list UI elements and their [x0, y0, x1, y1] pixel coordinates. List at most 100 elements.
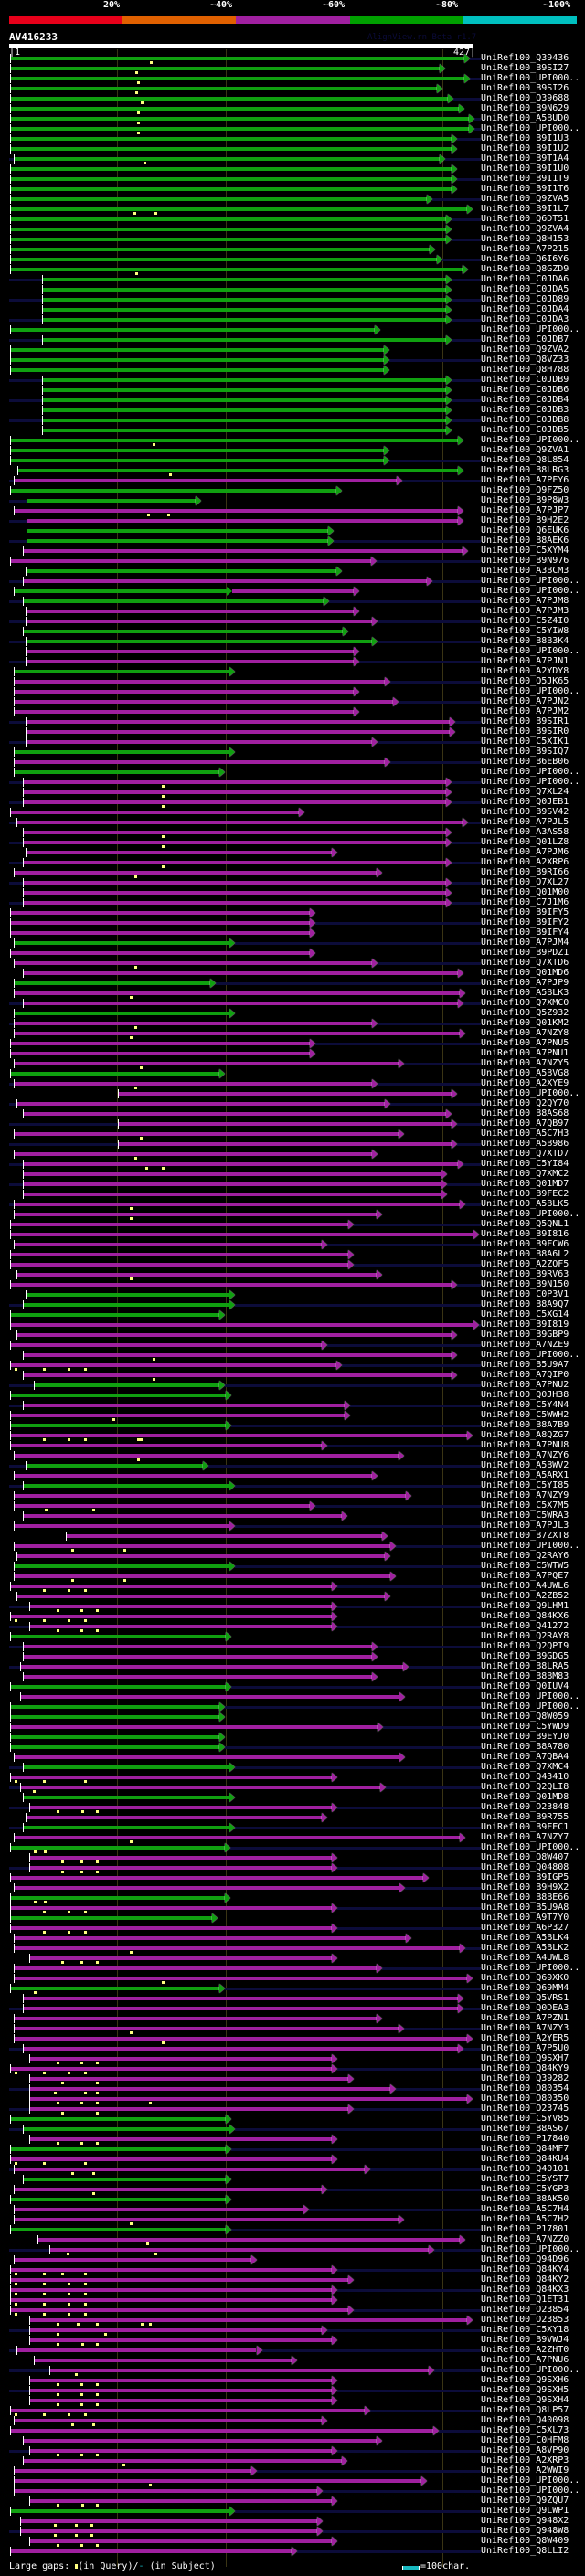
alignment-row[interactable]: UniRef100_B8LRA5	[0, 1661, 585, 1672]
alignment-row[interactable]: UniRef100_A2ZB52	[0, 1591, 585, 1602]
alignment-row[interactable]: UniRef100_Q01LZ8	[0, 837, 585, 848]
alignment-row[interactable]: UniRef100_Q01MD6	[0, 968, 585, 979]
alignment-row[interactable]: UniRef100_B7ZXT8	[0, 1531, 585, 1542]
alignment-row[interactable]: UniRef100_B9GDG5	[0, 1651, 585, 1662]
alignment-row[interactable]: UniRef100_A5B986	[0, 1139, 585, 1150]
hit-label[interactable]: UniRef100_Q69MM4	[481, 1983, 569, 1993]
alignment-row[interactable]: UniRef100_B9H9X2	[0, 1882, 585, 1893]
hit-label[interactable]: UniRef100_B8BE66	[481, 1892, 569, 1903]
hit-label[interactable]: UniRef100_UPI000..	[481, 777, 580, 787]
alignment-row[interactable]: UniRef100_UPI000..	[0, 2365, 585, 2376]
hit-label[interactable]: UniRef100_Q9SXH4	[481, 2395, 569, 2405]
hit-label[interactable]: UniRef100_Q9LHM1	[481, 1601, 569, 1611]
hit-label[interactable]: UniRef100_C0JDB3	[481, 405, 569, 415]
alignment-row[interactable]: UniRef100_A7PNU6	[0, 2355, 585, 2366]
hit-label[interactable]: UniRef100_B9H2E2	[481, 515, 569, 525]
hit-label[interactable]: UniRef100_Q84KU4	[481, 2154, 569, 2164]
alignment-row[interactable]: UniRef100_B9N976	[0, 556, 585, 567]
hit-label[interactable]: UniRef100_UPI000..	[481, 2486, 580, 2496]
alignment-row[interactable]: UniRef100_Q7XMC0	[0, 998, 585, 1009]
alignment-row[interactable]: UniRef100_A7NZY3	[0, 2023, 585, 2034]
hit-label[interactable]: UniRef100_Q948X2	[481, 2516, 569, 2526]
alignment-row[interactable]: UniRef100_UPI000..	[0, 686, 585, 697]
hit-label[interactable]: UniRef100_Q7XMC0	[481, 998, 569, 1008]
alignment-row[interactable]: UniRef100_Q8LLI2	[0, 2546, 585, 2557]
alignment-row[interactable]: UniRef100_A5C7H3	[0, 1129, 585, 1140]
hit-label[interactable]: UniRef100_A7PJM3	[481, 606, 569, 616]
hit-label[interactable]: UniRef100_C0JDB5	[481, 425, 569, 435]
hit-label[interactable]: UniRef100_C5WWH2	[481, 1410, 569, 1420]
alignment-row[interactable]: UniRef100_UPI000..	[0, 123, 585, 134]
hit-label[interactable]: UniRef100_Q9SXH7	[481, 2053, 569, 2063]
alignment-row[interactable]: UniRef100_Q8W059	[0, 1712, 585, 1723]
hit-label[interactable]: UniRef100_A7NZZ0	[481, 2234, 569, 2244]
hit-label[interactable]: UniRef100_C0JDB7	[481, 334, 569, 345]
alignment-row[interactable]: UniRef100_Q5VRS1	[0, 1993, 585, 2004]
alignment-row[interactable]: UniRef100_C5Z4I0	[0, 616, 585, 627]
alignment-row[interactable]: UniRef100_A2ZQF5	[0, 1259, 585, 1270]
alignment-row[interactable]: UniRef100_B9IGP5	[0, 1872, 585, 1883]
hit-label[interactable]: UniRef100_Q8H153	[481, 234, 569, 244]
alignment-row[interactable]: UniRef100_UPI000..	[0, 1701, 585, 1712]
hit-label[interactable]: UniRef100_B8B3K4	[481, 636, 569, 646]
alignment-row[interactable]: UniRef100_A7QB97	[0, 1118, 585, 1129]
alignment-row[interactable]: UniRef100_Q1ET31	[0, 2295, 585, 2306]
hit-label[interactable]: UniRef100_Q7XL24	[481, 787, 569, 797]
hit-label[interactable]: UniRef100_A5BUD0	[481, 113, 569, 123]
alignment-row[interactable]: UniRef100_B9IFY5	[0, 907, 585, 918]
alignment-row[interactable]: UniRef100_C5XL73	[0, 2425, 585, 2436]
hit-label[interactable]: UniRef100_Q9ZQU7	[481, 2496, 569, 2506]
alignment-row[interactable]: UniRef100_Q9SXH4	[0, 2395, 585, 2406]
hit-label[interactable]: UniRef100_A7PJM4	[481, 938, 569, 948]
alignment-row[interactable]: UniRef100_A7PQE7	[0, 1571, 585, 1582]
hit-label[interactable]: UniRef100_A7NZY7	[481, 1832, 569, 1842]
alignment-row[interactable]: UniRef100_Q6DT51	[0, 214, 585, 225]
hit-label[interactable]: UniRef100_A8VP90	[481, 2445, 569, 2455]
hit-label[interactable]: UniRef100_Q8W409	[481, 2536, 569, 2546]
alignment-row[interactable]: UniRef100_A5BVG8	[0, 1068, 585, 1079]
alignment-row[interactable]: UniRef100_C5XYM4	[0, 546, 585, 557]
hit-label[interactable]: UniRef100_Q41272	[481, 1621, 569, 1631]
alignment-row[interactable]: UniRef100_Q2RAY8	[0, 1631, 585, 1642]
alignment-row[interactable]: UniRef100_B5U9A8	[0, 1903, 585, 1913]
alignment-row[interactable]: UniRef100_O80350	[0, 2094, 585, 2104]
alignment-row[interactable]: UniRef100_Q01KM2	[0, 1018, 585, 1029]
alignment-row[interactable]: UniRef100_B9P8W3	[0, 495, 585, 506]
hit-label[interactable]: UniRef100_UPI000..	[481, 2365, 580, 2375]
hit-label[interactable]: UniRef100_Q8L854	[481, 455, 569, 465]
hit-label[interactable]: UniRef100_UPI000..	[481, 1350, 580, 1360]
alignment-row[interactable]: UniRef100_A5BLK2	[0, 1943, 585, 1954]
alignment-row[interactable]: UniRef100_Q9ZQU7	[0, 2496, 585, 2507]
alignment-row[interactable]: UniRef100_C5YI84	[0, 1159, 585, 1170]
hit-label[interactable]: UniRef100_B9FCW6	[481, 1239, 569, 1249]
alignment-row[interactable]: UniRef100_Q2RAY6	[0, 1551, 585, 1562]
alignment-row[interactable]: UniRef100_Q6EUK6	[0, 525, 585, 536]
alignment-row[interactable]: UniRef100_C0JDB8	[0, 415, 585, 426]
hit-label[interactable]: UniRef100_Q01MD6	[481, 968, 569, 978]
hit-label[interactable]: UniRef100_B9I1T9	[481, 174, 569, 184]
alignment-row[interactable]: UniRef100_A7PJM8	[0, 596, 585, 607]
hit-label[interactable]: UniRef100_B5U9A8	[481, 1903, 569, 1913]
hit-label[interactable]: UniRef100_Q8LP57	[481, 2405, 569, 2415]
hit-label[interactable]: UniRef100_UPI000..	[481, 324, 580, 334]
hit-label[interactable]: UniRef100_C0JDB4	[481, 395, 569, 405]
alignment-row[interactable]: UniRef100_UPI000..	[0, 1350, 585, 1361]
alignment-row[interactable]: UniRef100_C5YV85	[0, 2114, 585, 2125]
hit-label[interactable]: UniRef100_UPI000..	[481, 1842, 580, 1852]
alignment-row[interactable]: UniRef100_A7PJL5	[0, 817, 585, 828]
alignment-row[interactable]: UniRef100_A7PJN2	[0, 696, 585, 707]
hit-label[interactable]: UniRef100_B9I1U2	[481, 143, 569, 154]
hit-label[interactable]: UniRef100_C0HFM8	[481, 2435, 569, 2445]
alignment-row[interactable]: UniRef100_A2XRP6	[0, 857, 585, 868]
alignment-row[interactable]: UniRef100_UPI000..	[0, 576, 585, 587]
hit-label[interactable]: UniRef100_Q5QNL1	[481, 1219, 569, 1229]
alignment-row[interactable]: UniRef100_B8A7B9	[0, 1420, 585, 1431]
hit-label[interactable]: UniRef100_C5YI84	[481, 1159, 569, 1169]
alignment-row[interactable]: UniRef100_Q41272	[0, 1621, 585, 1632]
hit-label[interactable]: UniRef100_C5YV85	[481, 2114, 569, 2124]
hit-label[interactable]: UniRef100_A2XRP6	[481, 857, 569, 867]
hit-label[interactable]: UniRef100_Q6EUK6	[481, 525, 569, 535]
hit-label[interactable]: UniRef100_A2ZHT0	[481, 2345, 569, 2355]
alignment-row[interactable]: UniRef100_O23853	[0, 2315, 585, 2326]
alignment-row[interactable]: UniRef100_B9IFY4	[0, 928, 585, 938]
